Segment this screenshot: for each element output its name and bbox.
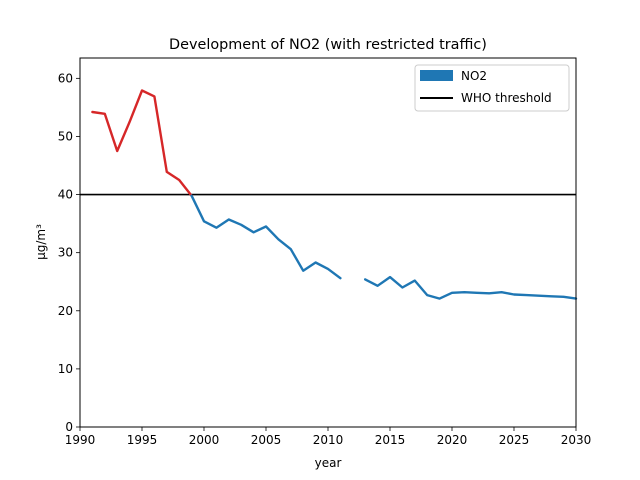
legend-threshold-label: WHO threshold — [461, 91, 552, 105]
x-tick-label: 2015 — [375, 433, 406, 447]
x-tick-label: 2000 — [189, 433, 220, 447]
x-tick-label: 2030 — [561, 433, 592, 447]
y-tick-label: 40 — [58, 188, 73, 202]
x-axis-label: year — [315, 456, 342, 470]
no2-line-segment-3 — [364, 275, 578, 300]
x-tick-label: 2025 — [499, 433, 530, 447]
y-tick-label: 0 — [65, 420, 73, 434]
x-tick-label: 1990 — [65, 433, 96, 447]
x-tick-label: 2005 — [251, 433, 282, 447]
y-tick-label: 50 — [58, 129, 73, 143]
x-axis: 1990 1995 2000 2005 2010 2015 2020 2025 2030 — [65, 427, 592, 447]
y-axis-label: µg/m³ — [34, 224, 48, 260]
no2-line-segment-1 — [91, 89, 193, 197]
plot-area — [80, 89, 578, 300]
no2-line-segment-2 — [190, 194, 342, 280]
legend-no2-label: NO2 — [461, 69, 487, 83]
x-tick-label: 1995 — [127, 433, 158, 447]
axes-frame — [79, 57, 577, 428]
legend: NO2 WHO threshold — [414, 64, 570, 112]
legend-box — [414, 64, 570, 112]
y-axis: 0 10 20 30 40 50 60 — [58, 71, 80, 434]
x-tick-label: 2010 — [313, 433, 344, 447]
y-tick-label: 10 — [58, 362, 73, 376]
y-tick-label: 60 — [58, 71, 73, 85]
legend-no2-swatch — [420, 70, 453, 81]
y-tick-label: 30 — [58, 246, 73, 260]
chart-title: Development of NO2 (with restricted traf… — [169, 37, 487, 53]
x-tick-label: 2020 — [437, 433, 468, 447]
y-tick-label: 20 — [58, 304, 73, 318]
